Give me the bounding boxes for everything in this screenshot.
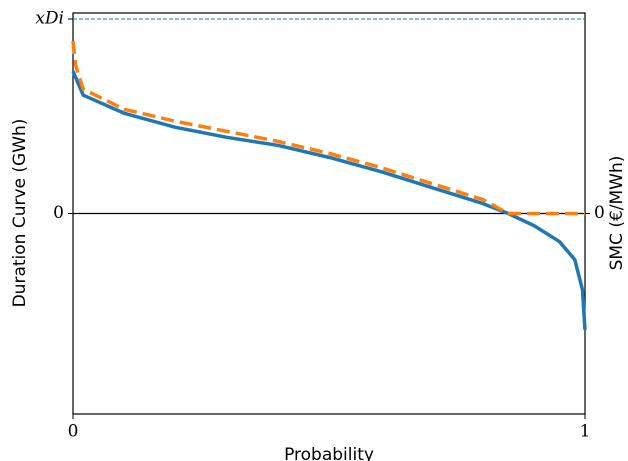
data-line	[71, 70, 587, 330]
y-tick-label: xDi	[35, 9, 64, 29]
x-tick-label: 0	[68, 422, 79, 442]
x-tick-label: 1	[580, 422, 591, 442]
data-line	[71, 40, 585, 216]
y2-tick-label: 0	[594, 203, 605, 223]
x-axis-label: Probability	[284, 445, 374, 461]
y-axis-label: Duration Curve (GWh)	[10, 119, 30, 308]
y-tick-label: 0	[53, 203, 64, 223]
y2-axis-label: SMC (€/MWh)	[607, 156, 627, 271]
